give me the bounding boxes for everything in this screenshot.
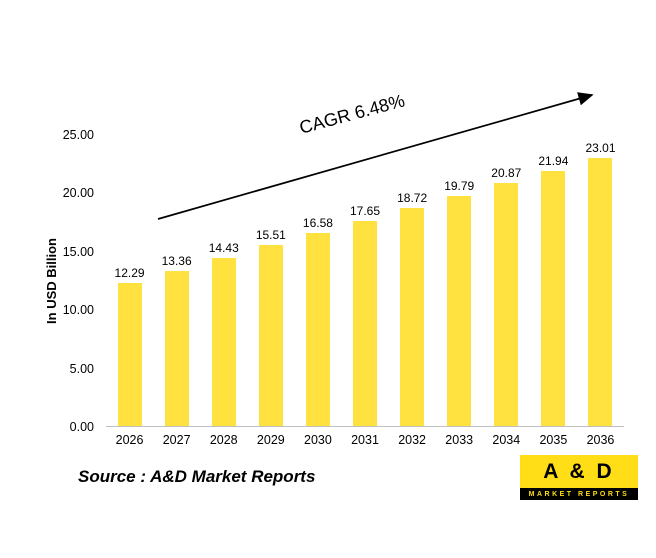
bar-2033 bbox=[447, 195, 472, 426]
bar-value-label: 23.01 bbox=[585, 141, 616, 156]
source-text: Source : A&D Market Reports bbox=[78, 467, 316, 486]
bar-2028 bbox=[211, 258, 236, 426]
bar-value-label: 16.58 bbox=[302, 216, 333, 231]
plot-area: 12.29 13.36 14.43 15.51 16.58 17.65 18.72 19.79… bbox=[106, 135, 624, 427]
logo-subtitle: MARKET REPORTS bbox=[528, 490, 630, 498]
bar-slot: 12.29 bbox=[106, 135, 153, 426]
cagr-annotation: CAGR 6.48% bbox=[297, 90, 407, 138]
x-tick-label: 2028 bbox=[209, 433, 238, 447]
y-axis-ticks: 0.00 5.00 10.00 15.00 20.00 25.00 bbox=[0, 128, 102, 434]
y-tick-label: 5.00 bbox=[69, 361, 94, 376]
x-tick-label: 2035 bbox=[539, 433, 568, 447]
x-tick-label: 2034 bbox=[492, 433, 521, 447]
bar-value-label: 17.65 bbox=[350, 203, 381, 218]
brand-logo: A & D MARKET REPORTS bbox=[520, 455, 638, 500]
x-tick-label: 2026 bbox=[115, 433, 144, 447]
logo-title: A & D bbox=[543, 459, 615, 483]
bar-slot: 13.36 bbox=[153, 135, 200, 426]
bars-group: 12.29 13.36 14.43 15.51 16.58 17.65 18.72 19.79… bbox=[106, 135, 624, 426]
bar-slot: 17.65 bbox=[341, 135, 388, 426]
bar-value-label: 14.43 bbox=[208, 241, 239, 256]
bar-slot: 18.72 bbox=[389, 135, 436, 426]
y-tick-label: 0.00 bbox=[69, 420, 94, 434]
bar-slot: 16.58 bbox=[294, 135, 341, 426]
bar-value-label: 20.87 bbox=[491, 166, 522, 181]
x-tick-label: 2029 bbox=[256, 433, 285, 447]
y-tick-label: 15.00 bbox=[62, 244, 94, 259]
x-tick-label: 2033 bbox=[445, 433, 474, 447]
bar-value-label: 13.36 bbox=[161, 253, 192, 268]
bar-2031 bbox=[353, 220, 378, 426]
bar-slot: 15.51 bbox=[247, 135, 294, 426]
bar-slot: 21.94 bbox=[530, 135, 577, 426]
x-tick-label: 2032 bbox=[398, 433, 427, 447]
bar-2030 bbox=[305, 233, 330, 426]
bar-2026 bbox=[117, 282, 142, 426]
bar-2029 bbox=[258, 245, 283, 426]
bar-slot: 19.79 bbox=[436, 135, 483, 426]
bar-2032 bbox=[400, 208, 425, 426]
logo-subtitle-box: MARKET REPORTS bbox=[520, 488, 638, 500]
x-tick-label: 2027 bbox=[162, 433, 191, 447]
logo-title-box: A & D bbox=[520, 455, 638, 488]
y-tick-label: 20.00 bbox=[62, 186, 94, 201]
x-axis-ticks: 2026 2027 2028 2029 2030 2031 2032 2033 2034 2035… bbox=[106, 433, 624, 447]
bar-2034 bbox=[494, 183, 519, 426]
bar-2027 bbox=[164, 270, 189, 426]
bar-value-label: 15.51 bbox=[255, 228, 286, 243]
bar-value-label: 21.94 bbox=[538, 153, 569, 168]
bar-2036 bbox=[588, 158, 613, 426]
bar-slot: 23.01 bbox=[577, 135, 624, 426]
y-tick-label: 25.00 bbox=[62, 128, 94, 142]
x-tick-label: 2030 bbox=[304, 433, 332, 447]
bar-slot: 14.43 bbox=[200, 135, 247, 426]
bar-value-label: 19.79 bbox=[444, 178, 475, 193]
bar-value-label: 12.29 bbox=[114, 265, 145, 280]
y-tick-label: 10.00 bbox=[62, 303, 94, 318]
bar-value-label: 18.72 bbox=[397, 191, 428, 206]
x-tick-label: 2031 bbox=[351, 433, 379, 447]
x-tick-label: 2036 bbox=[586, 433, 615, 447]
bar-2035 bbox=[541, 170, 566, 426]
bar-slot: 20.87 bbox=[483, 135, 530, 426]
